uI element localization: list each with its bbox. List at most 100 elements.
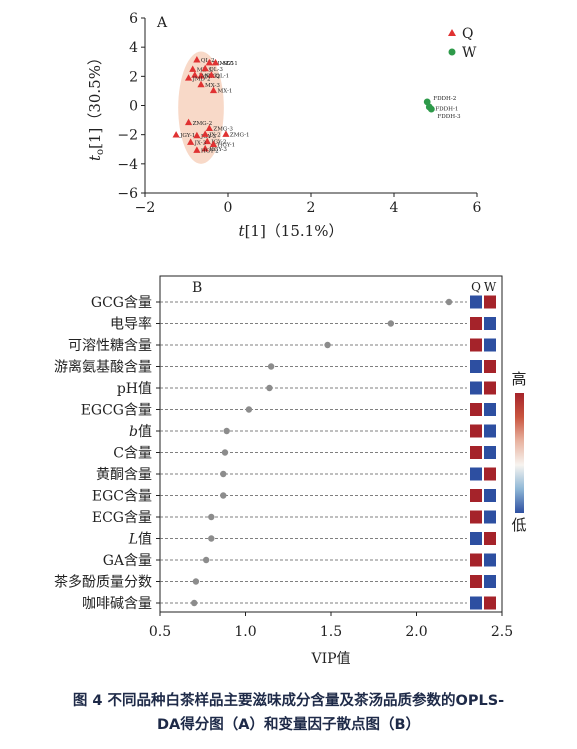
point-label: HGY-1 [217,143,235,149]
variable-label: ECG含量 [92,510,152,526]
variable-label: GA含量 [103,553,152,569]
point-q-marker [197,72,205,79]
point-label: JX-3 [194,140,207,146]
heat-cell-q [470,403,482,416]
heat-cell-q [470,553,482,567]
point-q-marker [187,138,195,145]
heat-cell-q [470,295,482,309]
legend-label-q: Q [462,26,473,42]
color-legend-bar [515,393,524,513]
heat-cell-w [484,446,496,459]
heat-cell-w [484,381,496,395]
point-w-marker [427,105,435,113]
point-q-marker [197,80,205,88]
heat-cell-q [470,532,482,545]
point-q-marker [184,74,193,81]
point-label: ZL-MZ-1 [213,61,238,67]
heat-cell-w [484,338,496,352]
vip-plot-panel: B Q WGCG含量电导率可溶性糖含量游离氨基酸含量pH值EGCG含量b值C含量黄酮… [54,275,527,667]
heat-cell-q [470,338,482,352]
variable-label: 游离氨基酸含量 [54,359,152,376]
y-tick-label: 6 [129,11,138,27]
variable-label-rest: 值 [138,532,152,548]
vip-dot [192,578,200,585]
heat-cell-q [470,467,482,481]
variable-label: b值 [129,424,152,440]
heat-cell-w [484,360,496,373]
point-q-marker [209,140,218,148]
point-q-marker [222,130,230,137]
point-label: QL-2 [201,58,215,64]
vip-dot [245,406,253,413]
heat-column-header: W [484,280,497,294]
vip-dot [220,470,227,478]
x-tick-label: 2 [307,200,316,216]
vip-dot [267,363,275,370]
point-q-marker [203,137,211,145]
x-tick-label: 0.5 [149,624,171,640]
variable-label: 咖啡碱含量 [82,596,152,612]
point-w-marker [423,98,431,106]
y-tick-label: −4 [117,157,138,173]
y-axis-label-index: [1]（30.5%） [86,50,104,149]
y-axis-label: to[1]（30.5%） [86,50,106,161]
heat-cell-q [470,575,482,588]
point-q-marker [193,131,201,139]
point-q-marker [211,58,220,66]
x-axis-label: VIP值 [310,651,350,667]
point-label: MX-3 [205,83,220,89]
heat-cell-q [470,596,482,610]
panel-label-a: A [156,15,168,31]
caption-line-1: 图 4 不同品种白茶样品主要滋味成分含量及茶汤品质参数的OPLS- [72,693,505,709]
point-q-marker [193,55,201,63]
y-axis-label-sub: o [95,149,106,155]
variable-label-var: b [129,424,138,440]
variable-label: 可溶性糖含量 [68,338,152,354]
point-label: MX-1 [217,89,232,95]
point-q-marker [201,64,209,72]
point-label: MZ-1 [220,61,235,67]
point-label: ZMG-1 [230,132,250,138]
point-label: JGY-3 [200,134,217,140]
variable-label: C含量 [113,446,152,462]
x-axis-label-index: [1]（15.1%） [245,222,344,240]
point-label: HGY-3 [209,147,227,153]
heat-cell-w [484,532,496,545]
point-q-marker [201,130,209,137]
variable-label: 黄酮含量 [96,466,152,483]
x-tick-label: 0 [224,200,233,216]
variable-label-rest: 值 [138,424,152,440]
variable-label: L值 [128,532,152,548]
variable-label: EGC含量 [92,489,152,505]
y-tick-label: 4 [129,40,138,56]
y-tick-label: 2 [129,69,138,85]
point-label: JMD-3 [198,73,217,79]
variable-label: pH值 [117,381,152,397]
vip-dot [266,384,273,392]
variable-label: 电导率 [110,316,152,333]
point-q-marker [205,124,213,131]
heat-cell-q [470,510,482,524]
point-label: QL-3 [209,67,223,73]
y-axis-label-var: t [86,154,104,161]
vip-dot [223,427,230,435]
point-label: ZMG-2 [193,121,213,127]
point-q-marker [193,146,201,153]
legend-low-label: 低 [511,516,526,534]
legend-marker-q [448,29,456,36]
figure-caption: 图 4 不同品种白茶样品主要滋味成分含量及茶汤品质参数的OPLS- DA得分图（… [0,689,577,737]
heat-cell-w [484,596,496,610]
heat-cell-w [484,575,496,588]
point-label: JGY-2 [210,140,227,146]
y-tick-label: −2 [117,128,138,144]
panel-label-b: B [192,280,202,296]
heat-cell-w [484,510,496,524]
vip-dot [208,513,215,521]
vip-dot [208,535,215,542]
point-q-marker [191,71,199,78]
x-tick-label: 1.5 [320,624,342,640]
legend-marker-w [448,48,456,56]
variable-label-var: L [128,532,138,548]
vip-dot [202,556,210,564]
